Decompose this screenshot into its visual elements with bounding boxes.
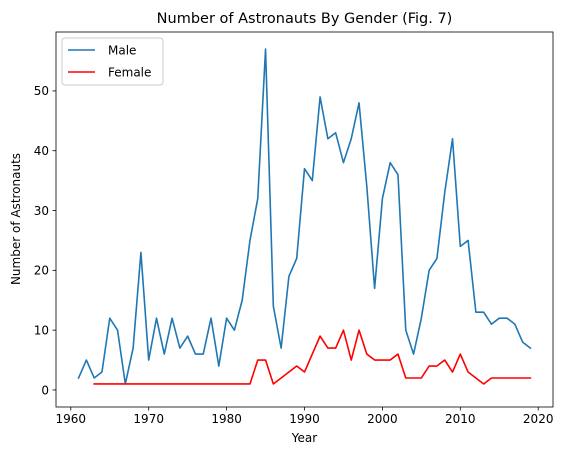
plot-area-frame	[55, 31, 554, 408]
x-axis: 1960 1970 1980 1990 2000 2010 2020	[56, 407, 554, 426]
x-tick-label: 2010	[445, 412, 476, 426]
legend: Male Female	[61, 37, 164, 86]
series-line-female	[93, 329, 532, 385]
y-tick-label: 40	[34, 144, 49, 158]
x-tick-label: 1990	[289, 412, 320, 426]
x-tick-label: 1960	[56, 412, 87, 426]
y-tick-label: 30	[34, 204, 49, 218]
x-tick-label: 2000	[367, 412, 398, 426]
legend-label-male: Male	[108, 44, 136, 58]
y-tick-label: 50	[34, 84, 49, 98]
y-tick-label: 20	[34, 264, 49, 278]
y-axis: 0 10 20 30 40 50	[34, 84, 56, 397]
plot-lines	[77, 48, 532, 385]
legend-label-female: Female	[108, 66, 151, 80]
x-tick-label: 2020	[523, 412, 554, 426]
chart-title: Number of Astronauts By Gender (Fig. 7)	[157, 11, 453, 27]
x-tick-label: 1970	[133, 412, 164, 426]
y-tick-label: 10	[34, 323, 49, 337]
series-line-male	[77, 48, 532, 385]
x-tick-label: 1980	[211, 412, 242, 426]
y-axis-label: Number of Astronauts	[9, 153, 23, 285]
x-axis-label: Year	[291, 431, 317, 445]
y-tick-label: 0	[41, 383, 49, 397]
